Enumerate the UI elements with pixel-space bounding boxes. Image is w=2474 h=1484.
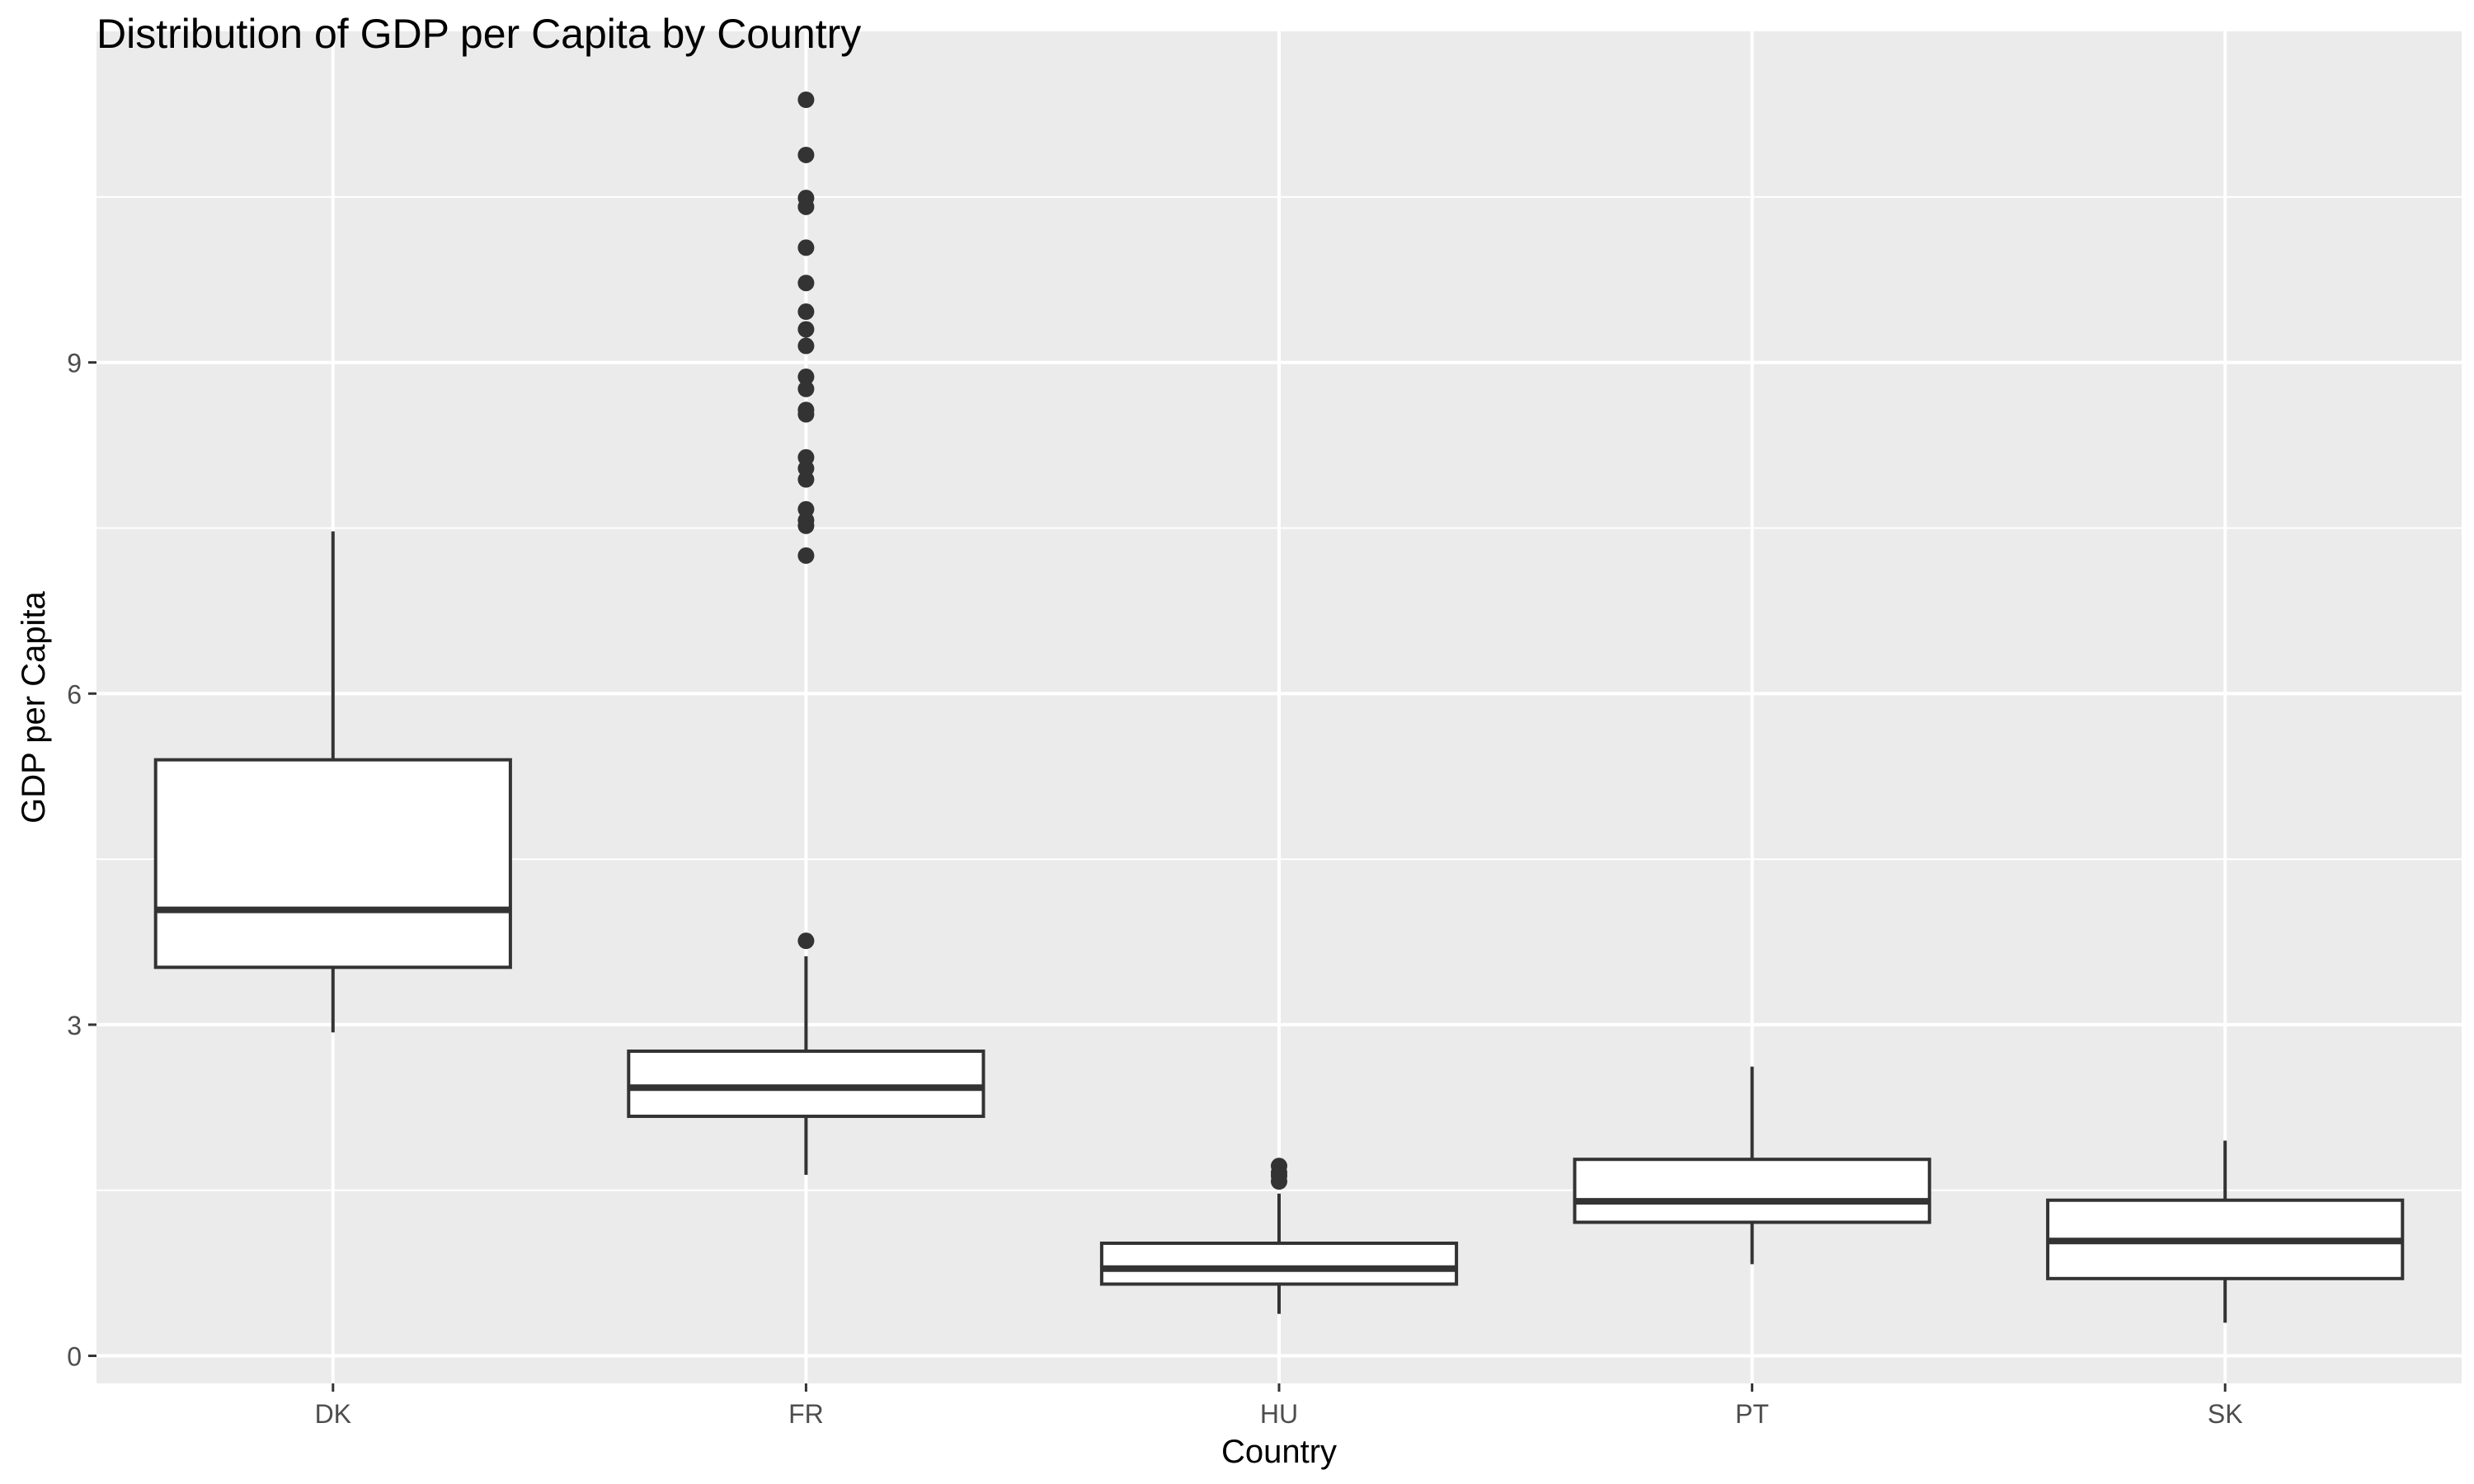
outlier-point [797, 500, 815, 518]
outlier-point [797, 146, 815, 163]
box-dk [153, 531, 512, 1033]
y-tick-label: 9 [67, 349, 82, 378]
outlier-point [797, 321, 815, 338]
iqr-box [627, 1050, 985, 1119]
y-axis-title: GDP per Capita [16, 590, 52, 823]
outlier-point [797, 92, 815, 109]
x-tick-label: HU [1260, 1399, 1298, 1429]
outlier-point [797, 275, 815, 292]
outlier-point [797, 369, 815, 386]
x-tick-label: FR [788, 1399, 824, 1429]
chart-title: Distribution of GDP per Capita by Countr… [96, 11, 861, 57]
y-tick-label: 3 [67, 1011, 82, 1040]
y-tick-label: 0 [67, 1342, 82, 1372]
outlier-point [797, 547, 815, 564]
outlier-point [797, 337, 815, 355]
x-tick-label: SK [2208, 1399, 2243, 1429]
iqr-box [153, 758, 512, 970]
grid-lines [96, 31, 2462, 1383]
x-tick-label: PT [1735, 1399, 1769, 1429]
outlier-point [797, 303, 815, 321]
iqr-box [1099, 1241, 1459, 1286]
box-fr [627, 92, 985, 1175]
outlier-point [797, 402, 815, 419]
y-tick-label: 6 [67, 679, 82, 709]
outlier-point [797, 932, 815, 950]
outlier-point [1271, 1158, 1287, 1175]
axes: 0 3 6 9 DK FR HU PT SK [67, 349, 2242, 1429]
iqr-box [1573, 1158, 1931, 1224]
outlier-point [797, 239, 815, 256]
box-hu [1099, 1158, 1459, 1314]
box-pt [1573, 1066, 1931, 1265]
outlier-point [797, 380, 815, 397]
box-series [153, 92, 2405, 1323]
box-sk [2046, 1140, 2405, 1323]
outlier-point [797, 448, 815, 466]
x-tick-label: DK [315, 1399, 351, 1429]
x-axis-title: Country [1221, 1434, 1337, 1470]
outlier-point [797, 190, 815, 207]
